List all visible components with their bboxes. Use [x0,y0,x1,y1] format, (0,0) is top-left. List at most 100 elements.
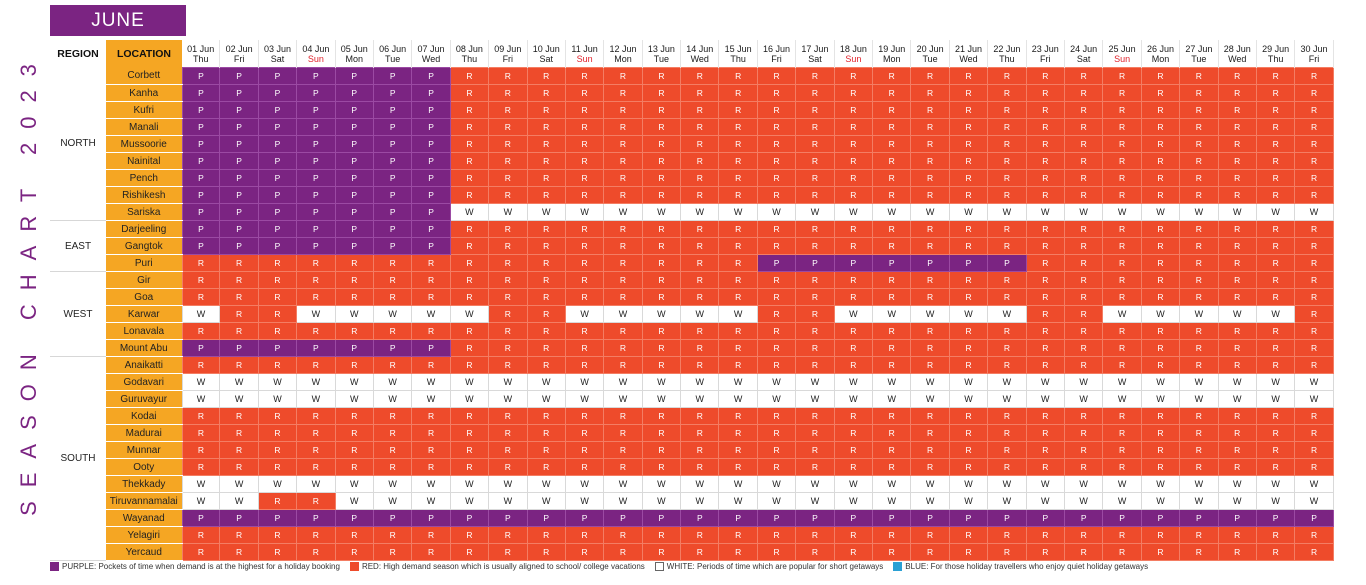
day-date: 27 Jun [1185,43,1213,54]
season-cell: R [680,458,720,476]
season-cell: W [756,390,797,408]
season-cell: R [1179,407,1219,425]
season-cell: R [641,84,682,102]
day-header: 16 Jun Fri [757,40,797,68]
season-cell: R [1140,237,1181,255]
season-cell: P [181,237,221,255]
season-cell: R [1140,339,1181,357]
season-cell: W [488,203,528,221]
season-cell: R [449,169,490,187]
season-cell: R [641,543,682,561]
season-cell: R [795,424,835,442]
season-cell: W [526,373,566,391]
season-cell: R [564,526,605,544]
season-cell: R [987,339,1027,357]
season-cell: R [641,526,682,544]
season-cell: W [833,475,874,493]
day-weekday: Tue [653,53,669,64]
season-cell: W [756,492,797,510]
season-cell: R [1179,356,1219,374]
season-cell: R [526,220,566,238]
season-cell: W [564,390,605,408]
season-cell: R [449,101,490,119]
season-cell: R [1063,135,1104,153]
day-header: 09 Jun Fri [488,40,528,68]
location-cell: Munnar [106,441,182,459]
season-cell: R [1025,305,1065,323]
season-cell: W [1179,475,1219,493]
season-cell: P [372,101,413,119]
season-cell: R [1140,152,1181,170]
season-cell: W [1140,373,1181,391]
season-cell: R [833,339,874,357]
season-cell: P [872,254,912,272]
season-cell: R [1179,135,1219,153]
season-cell: W [1140,475,1181,493]
season-cell: R [526,101,566,119]
season-cell: R [1294,152,1334,170]
season-cell: R [680,424,720,442]
season-cell: R [334,441,374,459]
season-cell: W [948,390,989,408]
season-cell: R [641,237,682,255]
season-cell: R [1217,424,1257,442]
day-date: 30 Jun [1300,43,1328,54]
day-date: 25 Jun [1108,43,1136,54]
season-cell: R [680,356,720,374]
day-weekday: Wed [690,53,709,64]
legend-swatch [893,562,903,571]
season-cell: P [219,118,259,136]
day-weekday: Fri [233,53,245,64]
season-cell: R [1102,407,1142,425]
season-cell: R [1179,322,1219,340]
day-date: 28 Jun [1223,43,1251,54]
season-cell: R [833,271,874,289]
season-cell: R [181,458,221,476]
season-cell: R [526,424,566,442]
season-cell: P [219,186,259,204]
season-cell: R [756,322,797,340]
season-cell: W [1255,203,1296,221]
season-cell: P [372,203,413,221]
season-cell: R [1140,220,1181,238]
day-header: 19 Jun Mon [872,40,912,68]
day-weekday: Thu [1267,53,1284,64]
season-cell: R [449,526,490,544]
season-cell: R [257,526,298,544]
season-cell: R [872,84,912,102]
season-cell: R [680,101,720,119]
season-cell: W [833,492,874,510]
season-cell: R [488,84,528,102]
season-cell: P [372,118,413,136]
season-cell: W [948,305,989,323]
season-cell: R [756,84,797,102]
season-grid-body: NORTH Corbett P P P P P P P R R R R R R R R R R R R R R R R R R R R R… [50,67,1334,561]
season-cell: R [1102,118,1142,136]
season-cell: R [1294,288,1334,306]
season-cell: R [334,254,374,272]
season-cell: R [833,458,874,476]
season-cell: R [449,424,490,442]
season-cell: R [910,441,950,459]
season-cell: W [488,390,528,408]
season-cell: R [372,424,413,442]
season-cell: R [488,169,528,187]
season-cell: R [1217,288,1257,306]
season-cell: R [872,186,912,204]
season-cell: R [257,441,298,459]
day-date: 22 Jun [993,43,1021,54]
season-cell: R [372,458,413,476]
season-cell: R [680,288,720,306]
season-cell: W [833,373,874,391]
season-cell: R [603,526,643,544]
day-header: 26 Jun Mon [1141,40,1181,68]
season-cell: R [718,135,758,153]
season-cell: R [718,152,758,170]
season-cell: W [795,475,835,493]
season-cell: W [872,373,912,391]
season-cell: R [334,322,374,340]
season-cell: W [526,492,566,510]
season-cell: R [564,118,605,136]
day-weekday: Fri [502,53,514,64]
season-cell: R [1025,152,1065,170]
